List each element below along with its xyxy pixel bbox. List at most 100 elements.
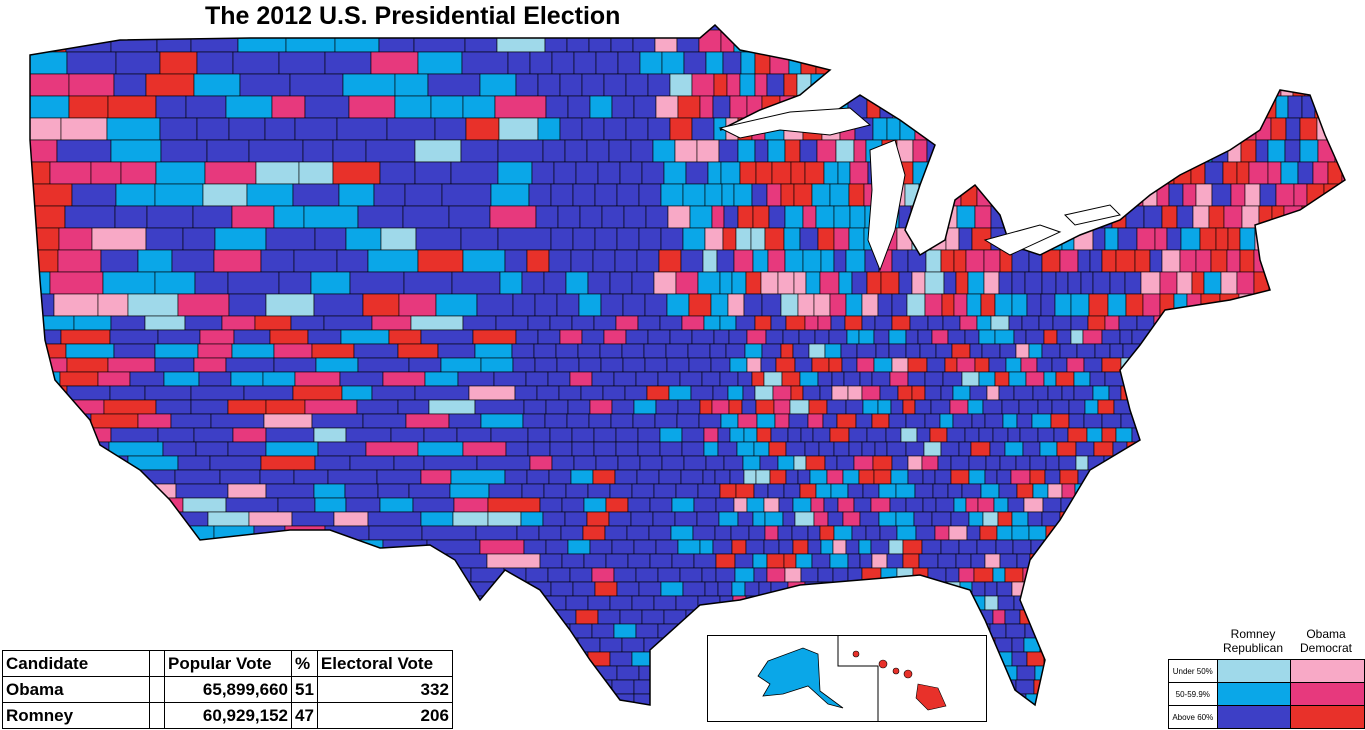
county bbox=[677, 693, 701, 705]
county bbox=[1119, 708, 1138, 722]
county bbox=[193, 427, 234, 443]
county bbox=[564, 139, 588, 163]
county bbox=[109, 329, 159, 345]
county bbox=[714, 469, 731, 485]
county bbox=[1161, 249, 1181, 273]
county bbox=[1340, 427, 1345, 443]
county bbox=[583, 553, 607, 569]
county bbox=[1073, 371, 1091, 387]
county bbox=[1174, 441, 1192, 457]
county bbox=[1004, 441, 1024, 457]
county bbox=[984, 581, 998, 597]
county bbox=[947, 483, 963, 499]
county bbox=[924, 271, 945, 295]
county bbox=[489, 205, 537, 229]
county bbox=[679, 623, 703, 639]
county bbox=[886, 441, 907, 457]
county bbox=[1195, 95, 1214, 119]
county bbox=[987, 51, 1007, 75]
county bbox=[561, 553, 585, 569]
county bbox=[984, 553, 1001, 569]
county bbox=[1148, 95, 1166, 119]
county bbox=[783, 553, 797, 569]
county bbox=[342, 73, 396, 97]
county bbox=[1222, 567, 1241, 583]
county bbox=[1312, 29, 1328, 53]
county bbox=[1038, 567, 1052, 583]
county bbox=[1240, 139, 1257, 163]
county bbox=[1215, 227, 1229, 251]
county bbox=[182, 227, 216, 251]
county bbox=[126, 595, 159, 611]
county bbox=[214, 227, 267, 251]
county bbox=[615, 315, 639, 331]
county bbox=[1089, 249, 1103, 273]
county bbox=[66, 51, 117, 75]
county bbox=[1306, 483, 1327, 499]
county bbox=[302, 139, 334, 163]
county bbox=[1154, 51, 1170, 75]
county bbox=[1182, 183, 1197, 207]
county bbox=[669, 329, 693, 345]
county bbox=[859, 73, 878, 97]
county bbox=[845, 399, 864, 415]
county bbox=[1136, 525, 1152, 541]
county bbox=[886, 51, 902, 75]
county bbox=[1313, 525, 1334, 541]
county bbox=[794, 357, 813, 373]
county bbox=[689, 205, 713, 229]
county bbox=[1162, 413, 1176, 429]
county bbox=[1051, 399, 1070, 415]
county bbox=[1027, 511, 1043, 527]
county bbox=[859, 553, 873, 569]
county bbox=[660, 665, 684, 681]
county bbox=[1267, 161, 1282, 185]
county bbox=[1300, 455, 1318, 471]
county bbox=[543, 651, 567, 667]
county bbox=[1155, 623, 1175, 639]
county bbox=[1154, 73, 1175, 97]
county bbox=[1093, 139, 1113, 163]
county bbox=[504, 249, 528, 273]
county bbox=[549, 427, 573, 443]
county bbox=[1305, 497, 1324, 513]
county bbox=[1159, 271, 1178, 295]
county bbox=[974, 357, 990, 373]
county bbox=[913, 511, 933, 527]
county bbox=[807, 413, 824, 429]
county bbox=[1004, 609, 1021, 625]
county bbox=[833, 249, 847, 273]
county bbox=[740, 51, 756, 75]
county bbox=[1227, 227, 1241, 251]
county bbox=[144, 315, 186, 331]
county bbox=[382, 371, 426, 387]
county bbox=[1178, 469, 1199, 485]
county bbox=[1073, 539, 1091, 555]
county bbox=[932, 483, 949, 499]
county bbox=[1101, 609, 1121, 625]
county bbox=[815, 51, 830, 75]
county bbox=[370, 51, 419, 75]
county bbox=[816, 139, 837, 163]
county bbox=[734, 567, 755, 583]
county bbox=[892, 95, 912, 119]
county bbox=[73, 315, 112, 331]
county bbox=[198, 623, 231, 639]
county bbox=[1208, 427, 1226, 443]
county bbox=[464, 29, 498, 53]
county bbox=[531, 609, 555, 625]
county bbox=[970, 441, 991, 457]
county bbox=[157, 427, 195, 443]
county bbox=[251, 539, 293, 555]
county bbox=[712, 95, 731, 119]
county bbox=[1173, 293, 1188, 317]
county bbox=[340, 329, 390, 345]
county bbox=[886, 553, 904, 569]
county bbox=[729, 427, 745, 443]
county bbox=[1119, 511, 1134, 527]
county bbox=[999, 455, 1017, 471]
county bbox=[783, 227, 801, 251]
county bbox=[857, 51, 873, 75]
county bbox=[595, 455, 619, 471]
county bbox=[589, 679, 613, 695]
